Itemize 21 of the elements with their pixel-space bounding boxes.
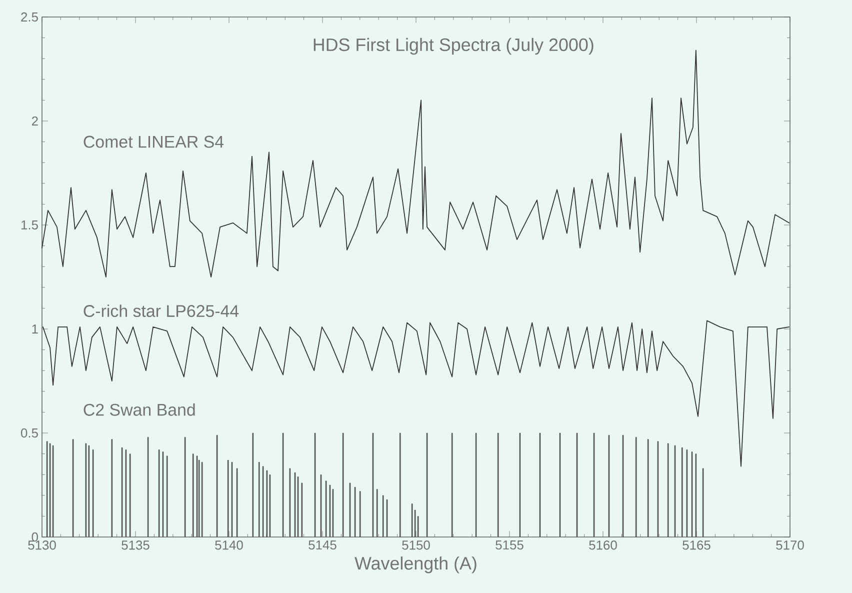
line-series (42, 320, 790, 467)
x-tick-label: 5150 (402, 540, 430, 550)
x-tick-label: 5165 (682, 540, 710, 550)
y-tick-label: 0.5 (20, 428, 38, 438)
y-tick-label: 1 (32, 324, 38, 334)
y-tick-label: 1.5 (21, 220, 38, 230)
x-tick-label: 5140 (215, 540, 243, 550)
x-tick-label: 5160 (589, 540, 617, 550)
text: HDS First Light Spectra (July 2000) (314, 38, 594, 55)
x-tick-label: 5170 (776, 540, 804, 550)
x-axis-title: Wavelength (A) (354, 556, 476, 574)
series-label: C-rich star LP625-44 (84, 304, 239, 318)
x-tick-label: 5135 (122, 540, 150, 550)
x-tick-label: 5155 (496, 540, 524, 550)
x-tick-label: 5145 (308, 540, 336, 550)
series-label: C2 Swan Band (84, 403, 195, 416)
series-label: Comet LINEAR S4 (84, 136, 224, 148)
x-tick-label: 5130 (28, 540, 56, 550)
y-tick-label: 2.5 (21, 12, 38, 22)
y-tick-label: 0 (32, 532, 38, 542)
y-tick-label: 2 (32, 116, 38, 126)
